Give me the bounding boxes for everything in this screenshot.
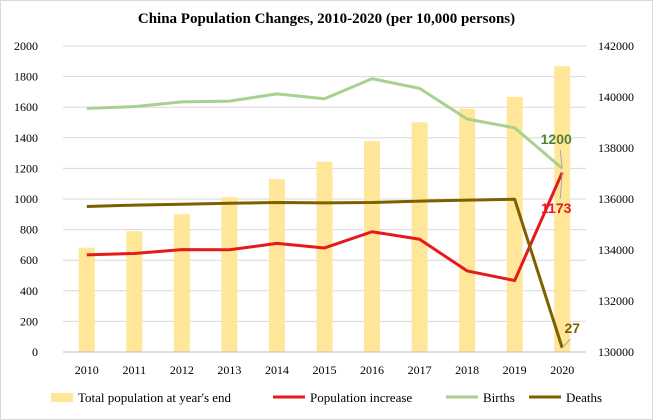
annotation-label: 1200 (541, 131, 572, 147)
bar (221, 197, 238, 352)
x-tick-label: 2010 (75, 363, 99, 377)
legend: Total population at year's end Population… (51, 390, 602, 405)
x-tick-label: 2015 (313, 363, 337, 377)
annotation-leader-line (559, 172, 563, 200)
annotation-leader-line (559, 149, 563, 169)
series-line-births (86, 77, 564, 170)
y-right-tick-label: 130000 (598, 345, 634, 359)
annotation-leader-line (561, 338, 571, 349)
bar (554, 66, 571, 353)
bar (364, 141, 381, 352)
bar (126, 231, 143, 352)
x-tick-label: 2018 (455, 363, 479, 377)
y-left-tick-label: 800 (20, 223, 38, 237)
y-left-tick-label: 1200 (14, 161, 38, 175)
series-line-deaths (86, 197, 564, 349)
y-right-tick-label: 132000 (598, 294, 634, 308)
bar (78, 247, 95, 352)
legend-label: Births (483, 390, 515, 405)
y-left-tick-label: 600 (20, 253, 38, 267)
annotations: 1200 1173 27 (541, 131, 580, 349)
legend-label: Deaths (566, 390, 602, 405)
legend-swatch (51, 393, 73, 402)
y-right-tick-label: 142000 (598, 39, 634, 53)
y-left-tick-label: 400 (20, 284, 38, 298)
chart-title: China Population Changes, 2010-2020 (per… (137, 11, 516, 27)
x-tick-label: 2020 (550, 363, 574, 377)
y-left-tick-label: 2000 (14, 39, 38, 53)
y-right-tick-label: 136000 (598, 192, 634, 206)
annotation-label: 1173 (541, 200, 572, 216)
y-right-tick-label: 134000 (598, 243, 634, 257)
x-tick-label: 2017 (408, 363, 432, 377)
bar (411, 122, 428, 353)
x-tick-label: 2014 (265, 363, 289, 377)
y-left-tick-label: 200 (20, 314, 38, 328)
legend-label: Total population at year's end (78, 390, 232, 405)
y-left-tick-label: 1600 (14, 100, 38, 114)
annotation-label: 27 (564, 320, 580, 336)
legend-label: Population increase (310, 390, 412, 405)
bar (459, 108, 476, 352)
line-series (86, 77, 564, 349)
y-left-tick-label: 0 (32, 345, 38, 359)
x-tick-label: 2013 (217, 363, 241, 377)
x-tick-label: 2019 (503, 363, 527, 377)
bar (506, 96, 523, 352)
y-left-tick-label: 1400 (14, 131, 38, 145)
series-line-population-increase (86, 171, 564, 283)
axes: 0 200 400 600 800 1000 1200 1400 1600 1800 2000 130… (14, 39, 634, 377)
x-tick-label: 2011 (123, 363, 147, 377)
bar (173, 214, 190, 352)
y-right-tick-label: 140000 (598, 90, 634, 104)
bar-series (78, 66, 571, 353)
y-left-tick-label: 1800 (14, 70, 38, 84)
bar (316, 161, 333, 352)
y-right-tick-label: 138000 (598, 141, 634, 155)
x-tick-label: 2012 (170, 363, 194, 377)
bar (268, 179, 285, 352)
y-left-tick-label: 1000 (14, 192, 38, 206)
x-tick-label: 2016 (360, 363, 384, 377)
